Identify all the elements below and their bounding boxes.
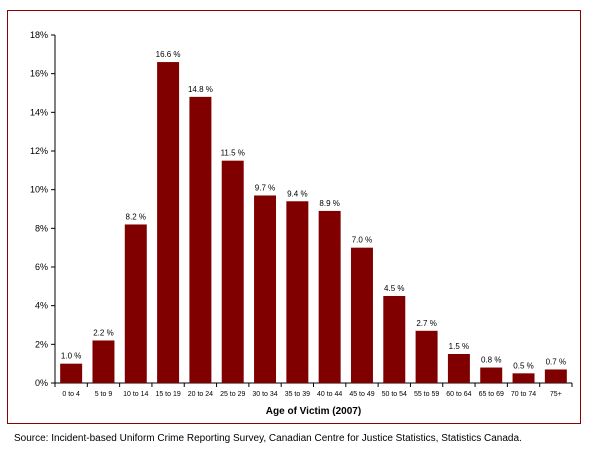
category-label: 50 to 54	[382, 391, 407, 398]
bar	[350, 247, 373, 383]
data-label: 8.9 %	[319, 199, 339, 208]
bar	[318, 210, 341, 383]
bar	[92, 340, 115, 383]
y-tick-label: 10%	[30, 185, 48, 195]
category-label: 65 to 69	[479, 391, 504, 398]
bar	[124, 224, 147, 383]
bar	[157, 62, 180, 384]
data-label: 9.7 %	[255, 183, 275, 192]
bar-chart: 0% 2% 4% 6% 8% 10% 12% 14% 16% 18% 1.0 % 0 to 4 2.2 …	[30, 30, 573, 417]
bar	[254, 195, 277, 383]
bar	[221, 160, 244, 383]
y-tick-label: 0%	[35, 378, 48, 388]
category-label: 60 to 64	[446, 391, 471, 398]
category-label: 45 to 49	[349, 391, 374, 398]
category-label: 70 to 74	[511, 391, 536, 398]
bar	[480, 367, 503, 383]
bar	[512, 373, 535, 383]
data-label: 14.8 %	[188, 85, 213, 94]
category-label: 75+	[550, 391, 562, 398]
category-label: 40 to 44	[317, 391, 342, 398]
x-axis-title: Age of Victim (2007)	[266, 406, 361, 417]
category-label: 30 to 34	[252, 391, 277, 398]
y-tick-label: 16%	[30, 69, 48, 79]
data-label: 0.5 %	[513, 361, 533, 370]
data-label: 0.8 %	[481, 356, 501, 365]
data-label: 11.5 %	[221, 149, 245, 158]
data-label: 4.5 %	[384, 284, 404, 293]
data-label: 0.7 %	[546, 357, 566, 366]
chart-frame: 0% 2% 4% 6% 8% 10% 12% 14% 16% 18% 1.0 % 0 to 4 2.2 …	[7, 10, 581, 424]
bar	[415, 330, 438, 383]
category-label: 25 to 29	[220, 391, 245, 398]
category-label: 20 to 24	[188, 391, 213, 398]
data-label: 16.6 %	[156, 50, 181, 59]
y-tick-label: 14%	[30, 107, 48, 117]
y-tick-label: 18%	[30, 30, 48, 40]
source-note: Source: Incident-based Uniform Crime Rep…	[14, 433, 522, 444]
data-label: 1.0 %	[61, 352, 81, 361]
y-tick-label: 2%	[35, 339, 48, 349]
y-tick-label: 12%	[30, 146, 48, 156]
category-label: 15 to 19	[155, 391, 180, 398]
data-label: 8.2 %	[126, 212, 146, 221]
data-label: 9.4 %	[287, 189, 307, 198]
bar	[60, 363, 83, 383]
category-label: 0 to 4	[62, 391, 80, 398]
category-label: 10 to 14	[123, 391, 148, 398]
bar	[544, 369, 567, 383]
bar	[447, 354, 470, 383]
data-label: 1.5 %	[449, 342, 469, 351]
data-label: 2.7 %	[416, 319, 436, 328]
category-label: 5 to 9	[95, 391, 113, 398]
data-label: 7.0 %	[352, 236, 372, 245]
y-tick-label: 6%	[35, 262, 48, 272]
y-tick-label: 8%	[35, 223, 48, 233]
bar	[383, 296, 406, 383]
data-label: 2.2 %	[93, 328, 113, 337]
category-label: 35 to 39	[285, 391, 310, 398]
bar	[189, 96, 212, 383]
y-tick-label: 4%	[35, 301, 48, 311]
category-label: 55 to 59	[414, 391, 439, 398]
bar	[286, 201, 309, 383]
